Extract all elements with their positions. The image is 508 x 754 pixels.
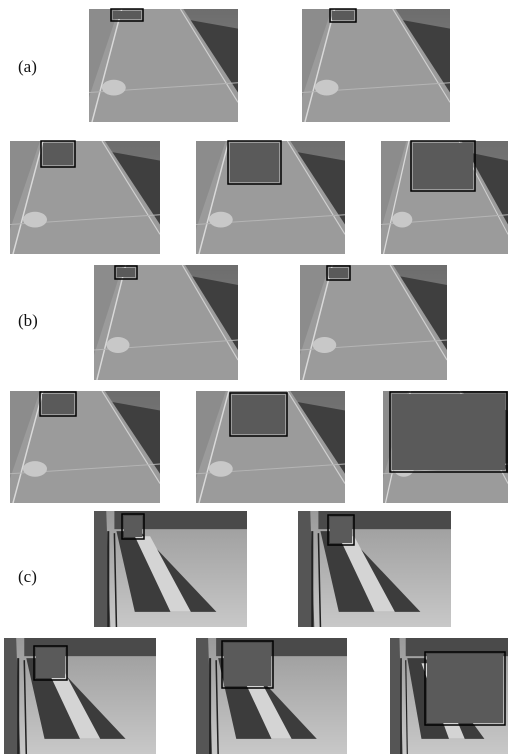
vehicle (427, 654, 503, 723)
video-frame (196, 638, 347, 754)
vehicle (43, 143, 73, 165)
image-frames (4, 9, 508, 754)
vehicle (230, 143, 279, 182)
video-frame (10, 141, 160, 254)
video-frame (94, 511, 247, 627)
panel-label: (a) (18, 57, 37, 76)
panel-label: (b) (18, 311, 38, 330)
vehicle (36, 648, 65, 678)
video-frame (300, 265, 447, 380)
vehicle (224, 643, 271, 686)
vehicle (232, 395, 285, 434)
video-frame (298, 511, 451, 627)
video-frame (89, 9, 238, 122)
vehicle (117, 268, 135, 277)
vehicle (113, 11, 141, 19)
page: (a) (b) (c) (() => { const data = JSON.p… (0, 0, 508, 754)
panel-label: (c) (18, 567, 37, 586)
video-frame (302, 9, 450, 122)
vehicle (124, 516, 142, 537)
vehicle (413, 143, 473, 189)
vehicle (330, 517, 352, 543)
vehicle (392, 394, 505, 470)
vehicle (42, 394, 74, 414)
video-frame (94, 265, 238, 380)
vehicle (332, 11, 354, 20)
figure: (a) (b) (c) (0, 0, 508, 754)
video-frame (4, 638, 156, 754)
video-frame (10, 391, 160, 503)
vehicle (329, 268, 348, 278)
